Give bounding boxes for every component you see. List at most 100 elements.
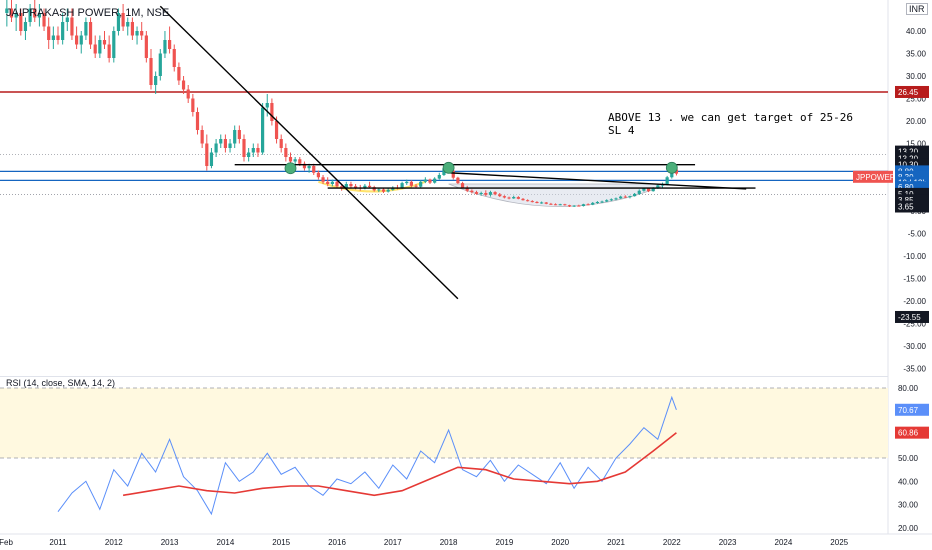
candle-body <box>405 181 409 184</box>
candle-body <box>456 177 460 184</box>
rsi-line <box>57 395 677 516</box>
candle-body <box>377 189 381 191</box>
candle-body <box>558 204 562 206</box>
candle-body <box>521 198 525 201</box>
price-tick-label: -35.00 <box>903 365 926 374</box>
candle-body <box>423 179 427 182</box>
time-tick-label: 2013 <box>161 538 179 547</box>
candle-body <box>344 184 348 189</box>
candle-body <box>223 139 227 148</box>
price-tag-label: 3.65 <box>898 203 914 212</box>
candle-body <box>614 198 618 200</box>
time-tick-label: Feb <box>0 538 13 547</box>
candle-body <box>181 80 186 90</box>
candle-body <box>79 35 83 45</box>
price-tag-label: 10.30 <box>898 161 919 170</box>
candle-body <box>316 172 320 178</box>
time-tick-label: 2021 <box>607 538 625 547</box>
candle-body <box>135 31 139 36</box>
candle-body <box>242 139 246 157</box>
rsi-tick-label: 50.00 <box>898 454 919 463</box>
rsi-tick-label: 40.00 <box>898 477 919 486</box>
candle-body <box>37 13 41 18</box>
price-tick-label: 20.00 <box>906 117 927 126</box>
price-tick-label: 15.00 <box>906 140 927 149</box>
candle-body <box>247 152 251 157</box>
candle-body <box>605 200 609 202</box>
price-tick-label: -30.00 <box>903 342 926 351</box>
price-tick-label: -15.00 <box>903 275 926 284</box>
candle-body <box>433 178 437 183</box>
candle-body <box>307 166 311 169</box>
candle-body <box>470 190 474 193</box>
candle-body <box>228 143 232 148</box>
candle-body <box>23 22 28 31</box>
candle-body <box>591 202 595 205</box>
candle-body <box>326 181 330 184</box>
candle-body <box>628 196 632 198</box>
candle-body <box>567 205 572 207</box>
candle-body <box>70 17 74 36</box>
candle-body <box>386 189 390 192</box>
candle-body <box>474 192 479 194</box>
candle-body <box>233 130 237 144</box>
candle-body <box>409 181 413 186</box>
candle-body <box>512 197 516 199</box>
candle-body <box>28 8 32 22</box>
candle-body <box>312 166 316 173</box>
candle-body <box>651 188 655 192</box>
candle-body <box>577 205 581 207</box>
pivot-marker <box>284 162 297 175</box>
candle-body <box>261 107 265 153</box>
candle-body <box>437 175 441 179</box>
rsi-sma-line <box>122 432 677 497</box>
candle-body <box>465 187 469 191</box>
candle-body <box>116 13 121 31</box>
candle-body <box>419 181 423 187</box>
time-tick-label: 2024 <box>775 538 793 547</box>
candle-body <box>209 152 214 166</box>
symbol-tag-bg <box>853 170 893 183</box>
time-tick-label: 2025 <box>830 538 848 547</box>
price-tick-label: 25.00 <box>906 95 927 104</box>
candle-body <box>140 31 144 36</box>
rsi-tick-label: 30.00 <box>898 501 919 510</box>
candle-body <box>65 17 69 22</box>
candle-body <box>158 53 162 76</box>
candle-body <box>553 204 558 206</box>
symbol-title: JAIPRAKASH POWER, 1M, NSE <box>6 7 170 19</box>
candle-body <box>656 185 660 189</box>
price-tick-label: 30.00 <box>906 72 927 81</box>
candle-body <box>172 49 176 67</box>
candle-body <box>302 163 307 169</box>
candle-body <box>9 8 14 18</box>
candle-body <box>488 192 493 195</box>
candle-body <box>381 189 386 192</box>
candle-body <box>479 193 483 194</box>
rsi-value-tag-label: 60.86 <box>898 429 919 438</box>
candle-body <box>330 181 334 184</box>
rsi-title: RSI (14, close, SMA, 14, 2) <box>6 378 116 388</box>
candle-body <box>237 130 241 139</box>
candle-body <box>530 201 534 203</box>
candle-body <box>279 139 283 148</box>
price-tick-label: -10.00 <box>903 252 926 261</box>
currency-badge[interactable]: INR <box>906 3 928 15</box>
descending-trendline <box>159 5 459 300</box>
candle-body <box>637 190 641 194</box>
candle-body <box>586 204 590 206</box>
candle-body <box>107 44 111 58</box>
price-tag-bg <box>895 85 929 98</box>
price-tag-label: -23.55 <box>898 313 921 322</box>
time-tick-label: 2011 <box>49 538 67 547</box>
candle-body <box>93 44 97 54</box>
rsi-value-tag-label: 70.67 <box>898 406 919 415</box>
candle-body <box>363 185 367 189</box>
rsi-value-tag-bg <box>895 403 929 416</box>
candle-body <box>484 193 488 195</box>
candle-body <box>88 22 93 45</box>
candle-body <box>5 8 9 13</box>
candle-body <box>642 188 646 191</box>
price-tick-label: -20.00 <box>903 297 926 306</box>
candle-body <box>544 202 548 204</box>
